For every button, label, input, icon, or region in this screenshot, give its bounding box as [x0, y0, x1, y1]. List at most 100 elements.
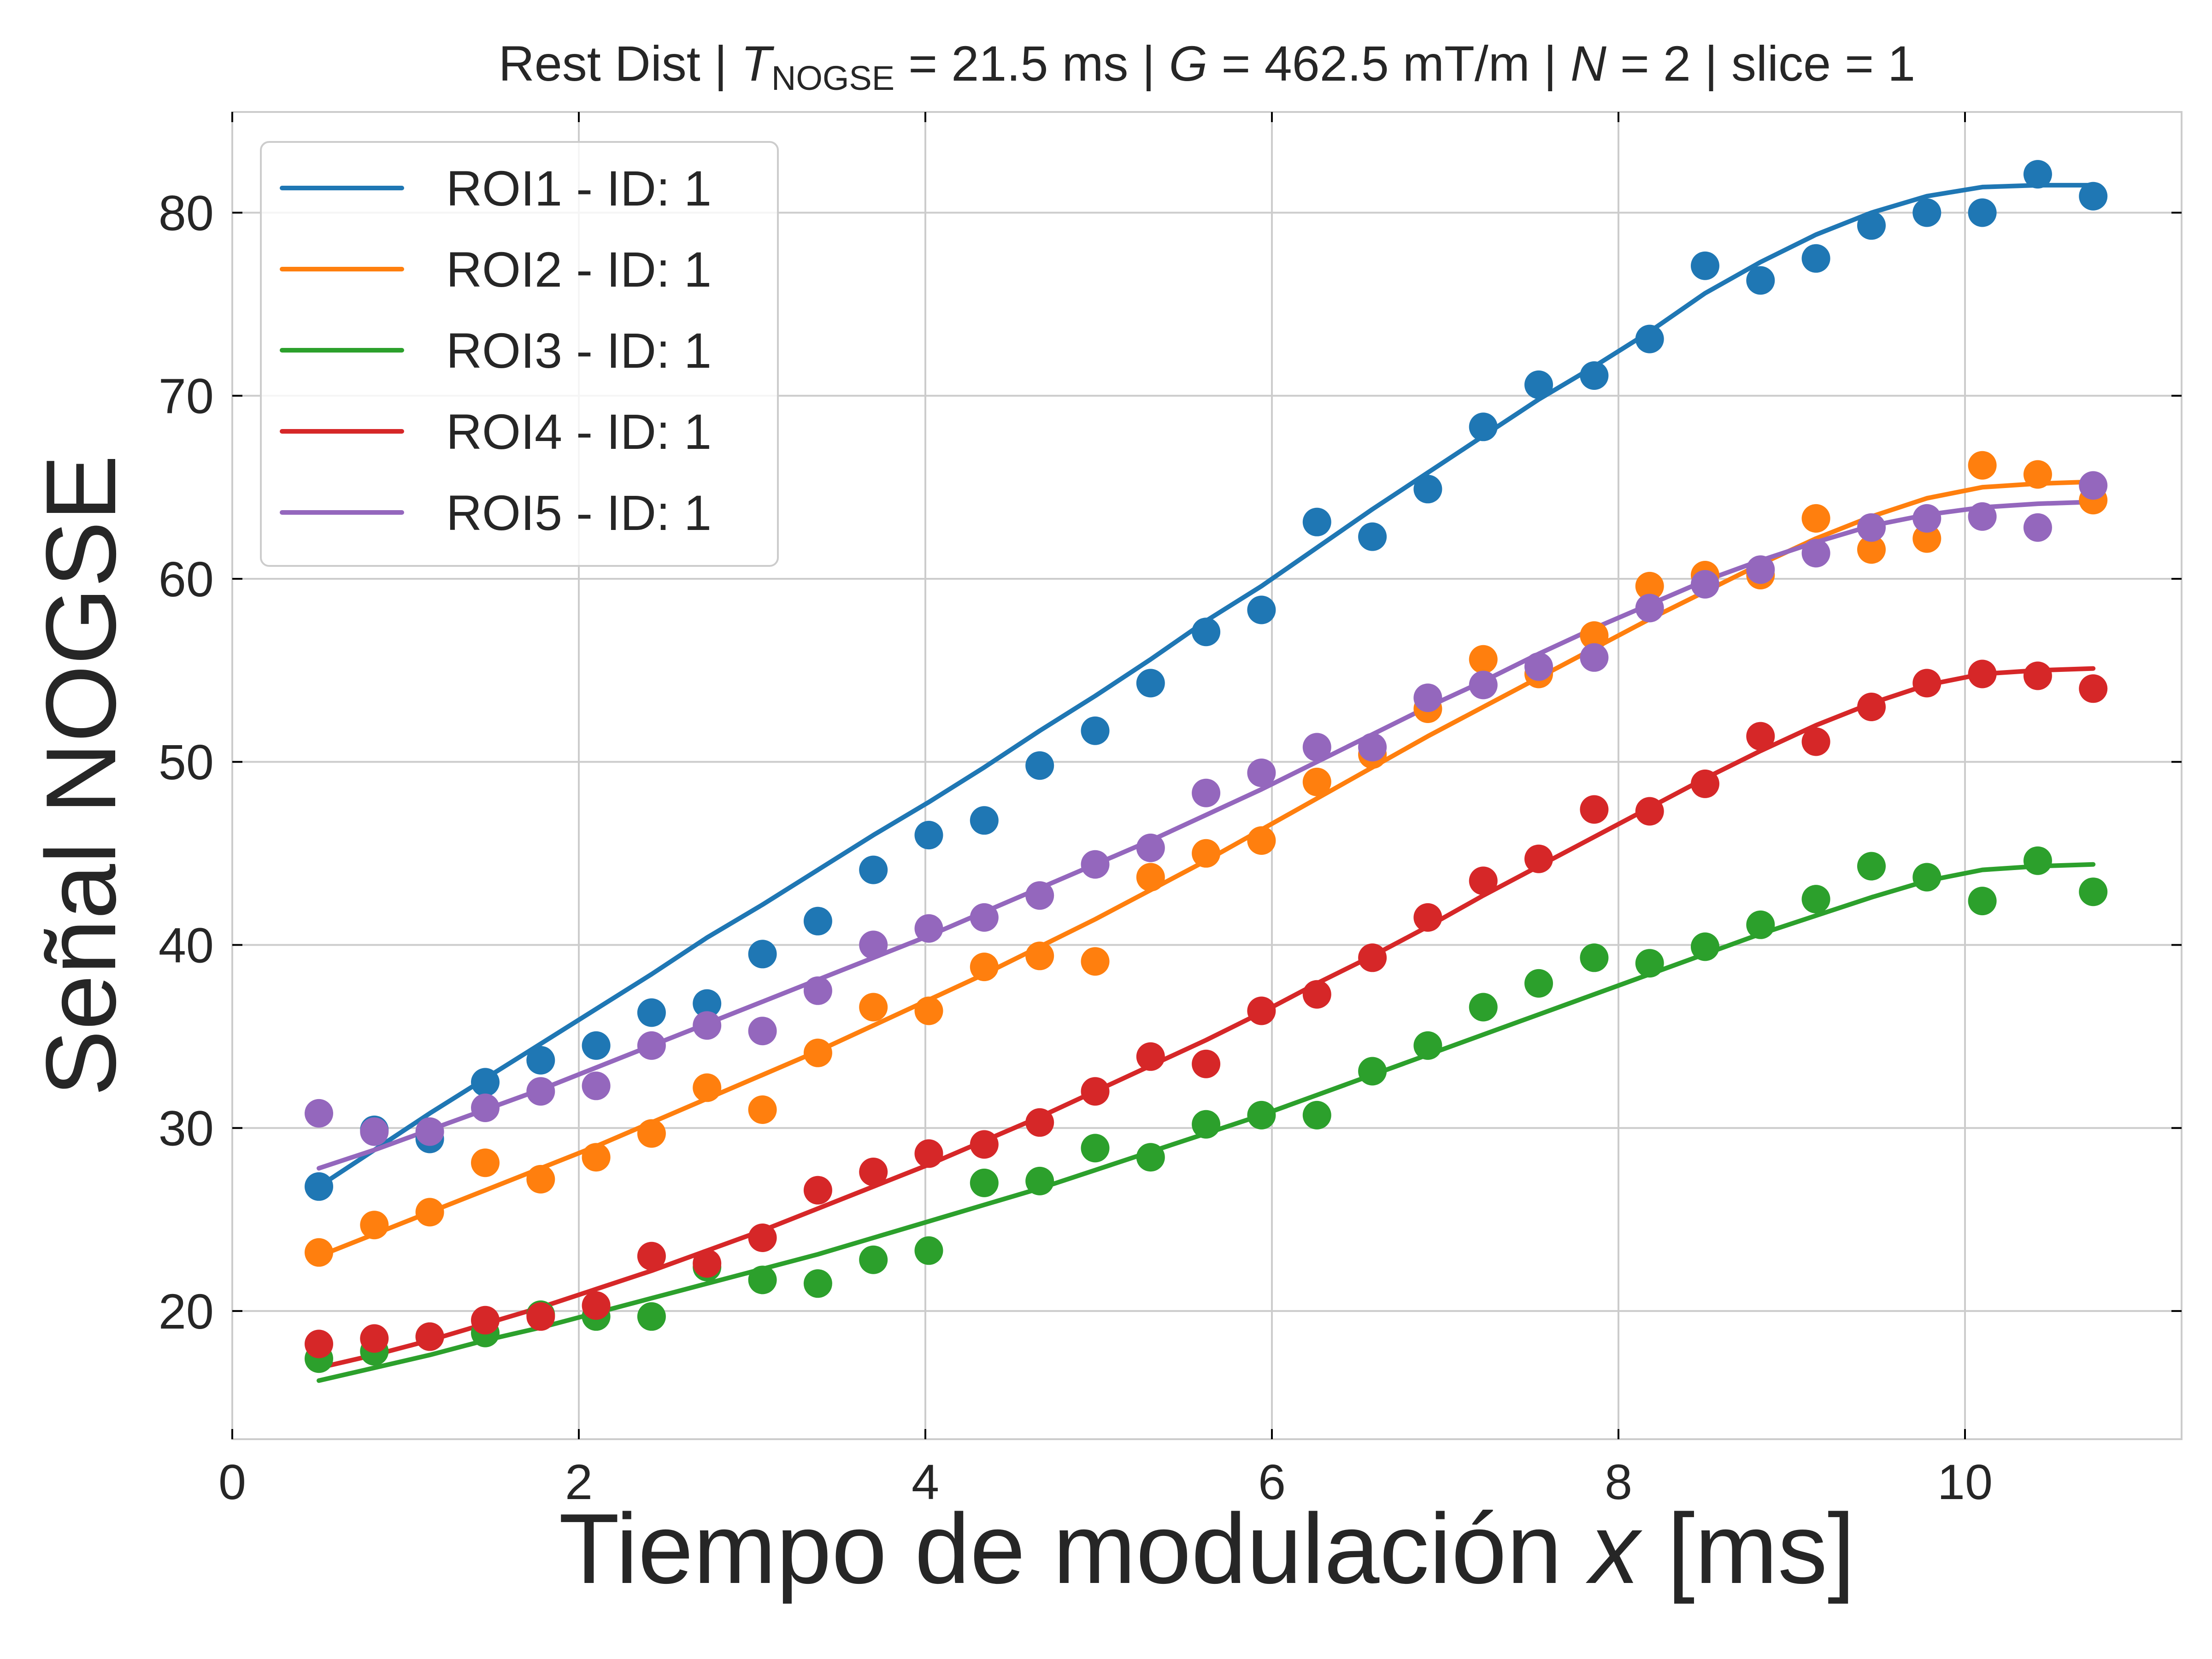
grid: [231, 112, 2182, 1439]
series-3-point: [859, 1245, 888, 1274]
series-3-point: [803, 1269, 832, 1298]
series-5-point: [803, 976, 832, 1005]
series-2-point: [1635, 571, 1664, 600]
series-1-point: [1025, 751, 1054, 780]
series-4-point: [471, 1306, 500, 1335]
series-1-point: [2023, 160, 2052, 189]
x-tick-label: 4: [912, 1454, 939, 1510]
series-2-point: [471, 1148, 500, 1177]
series-2-point: [1469, 645, 1498, 674]
series-5-point: [2023, 513, 2052, 542]
series-2-point: [305, 1238, 333, 1267]
series-2-point: [526, 1165, 555, 1194]
y-tick-label: 70: [159, 368, 214, 424]
series-1-point: [1302, 507, 1331, 536]
series-5-point: [1247, 759, 1276, 787]
series-3-point: [914, 1236, 943, 1265]
series-3-point: [748, 1265, 777, 1294]
series-4-point: [2023, 661, 2052, 690]
series-3-point: [637, 1302, 666, 1331]
series-3-point: [1469, 993, 1498, 1022]
series-4-point: [1469, 866, 1498, 895]
series-5-point: [1968, 502, 1997, 531]
series-4-point: [1302, 980, 1331, 1009]
series-1-point: [1192, 618, 1221, 647]
series-3-point: [1968, 887, 1997, 916]
series-2-point: [803, 1038, 832, 1067]
series-5-point: [914, 914, 943, 943]
series-3-point: [1358, 1057, 1387, 1086]
series-5-point: [1469, 671, 1498, 700]
y-tick-label: 30: [159, 1100, 214, 1156]
series-5-point: [970, 903, 999, 932]
series-2-point: [1192, 839, 1221, 868]
series-5-point: [1912, 504, 1941, 533]
series-1-point: [1469, 412, 1498, 441]
series-3-point: [1857, 852, 1886, 881]
legend: ROI1 - ID: 1 ROI2 - ID: 1 ROI3 - ID: 1 ROI4…: [260, 141, 779, 567]
series-5-point: [360, 1117, 389, 1146]
series-3-point: [1413, 1031, 1442, 1060]
series-2-point: [1912, 524, 1941, 553]
series-1-point: [1413, 475, 1442, 504]
legend-label: ROI1 - ID: 1: [446, 160, 712, 216]
series-4-point: [693, 1249, 722, 1278]
series-1-point: [1524, 370, 1553, 399]
series-5-point: [1691, 570, 1719, 599]
series-4-point: [1857, 693, 1886, 721]
series-1-point: [637, 998, 666, 1027]
series-4-point: [582, 1291, 611, 1320]
series-1-point: [526, 1046, 555, 1075]
series-4-point: [1912, 669, 1941, 698]
series-4-point: [1413, 903, 1442, 932]
series-2-point: [914, 996, 943, 1025]
series-4-fit-line: [317, 666, 2096, 1371]
series-5-point: [305, 1099, 333, 1128]
series-5-point: [1358, 733, 1387, 762]
series-4-point: [970, 1130, 999, 1159]
y-tick-label: 80: [159, 185, 214, 241]
series-5-point: [1025, 881, 1054, 910]
series-4-point: [526, 1302, 555, 1331]
series-5-point: [1580, 643, 1609, 672]
x-tick-label: 0: [218, 1454, 246, 1510]
series-4-point: [748, 1224, 777, 1252]
series-4-point: [914, 1139, 943, 1168]
series-4-point: [637, 1241, 666, 1271]
series-2-point: [693, 1073, 722, 1102]
series-4-point: [1746, 722, 1775, 751]
x-tick-label: 6: [1258, 1454, 1286, 1510]
series-5-point: [1635, 594, 1664, 623]
series-2-point: [748, 1095, 777, 1124]
series-1-point: [1968, 198, 1997, 227]
series-4-point: [1192, 1049, 1221, 1078]
series-4-point: [1691, 769, 1719, 798]
x-tick-label: 2: [565, 1454, 593, 1510]
series-4-point: [1635, 797, 1664, 826]
series-1-point: [1746, 266, 1775, 295]
series-1-point: [305, 1172, 333, 1201]
series-3-point: [2079, 877, 2108, 906]
series-1-point: [2079, 182, 2108, 211]
series-1-point: [471, 1068, 500, 1097]
series-4-point: [1136, 1042, 1165, 1071]
series-5-point: [1801, 539, 1830, 568]
series-3-point: [1192, 1110, 1221, 1139]
x-tick-label: 8: [1605, 1454, 1632, 1510]
series-5-point: [1413, 683, 1442, 712]
series-2-point: [1247, 826, 1276, 855]
y-tick-label: 40: [159, 917, 214, 973]
series-1-point: [803, 906, 832, 935]
series-1-point: [693, 989, 722, 1018]
series-2-point: [1136, 863, 1165, 892]
series-2-point: [1302, 767, 1331, 796]
series-4-point: [305, 1330, 333, 1359]
series-2-point: [1968, 451, 1997, 480]
series-3-point: [1746, 910, 1775, 939]
series-3-point: [1247, 1100, 1276, 1130]
series-5-fit-line: [317, 500, 2096, 1171]
series-1-point: [1801, 244, 1830, 273]
legend-label: ROI3 - ID: 1: [446, 323, 712, 378]
series-2-point: [859, 993, 888, 1022]
